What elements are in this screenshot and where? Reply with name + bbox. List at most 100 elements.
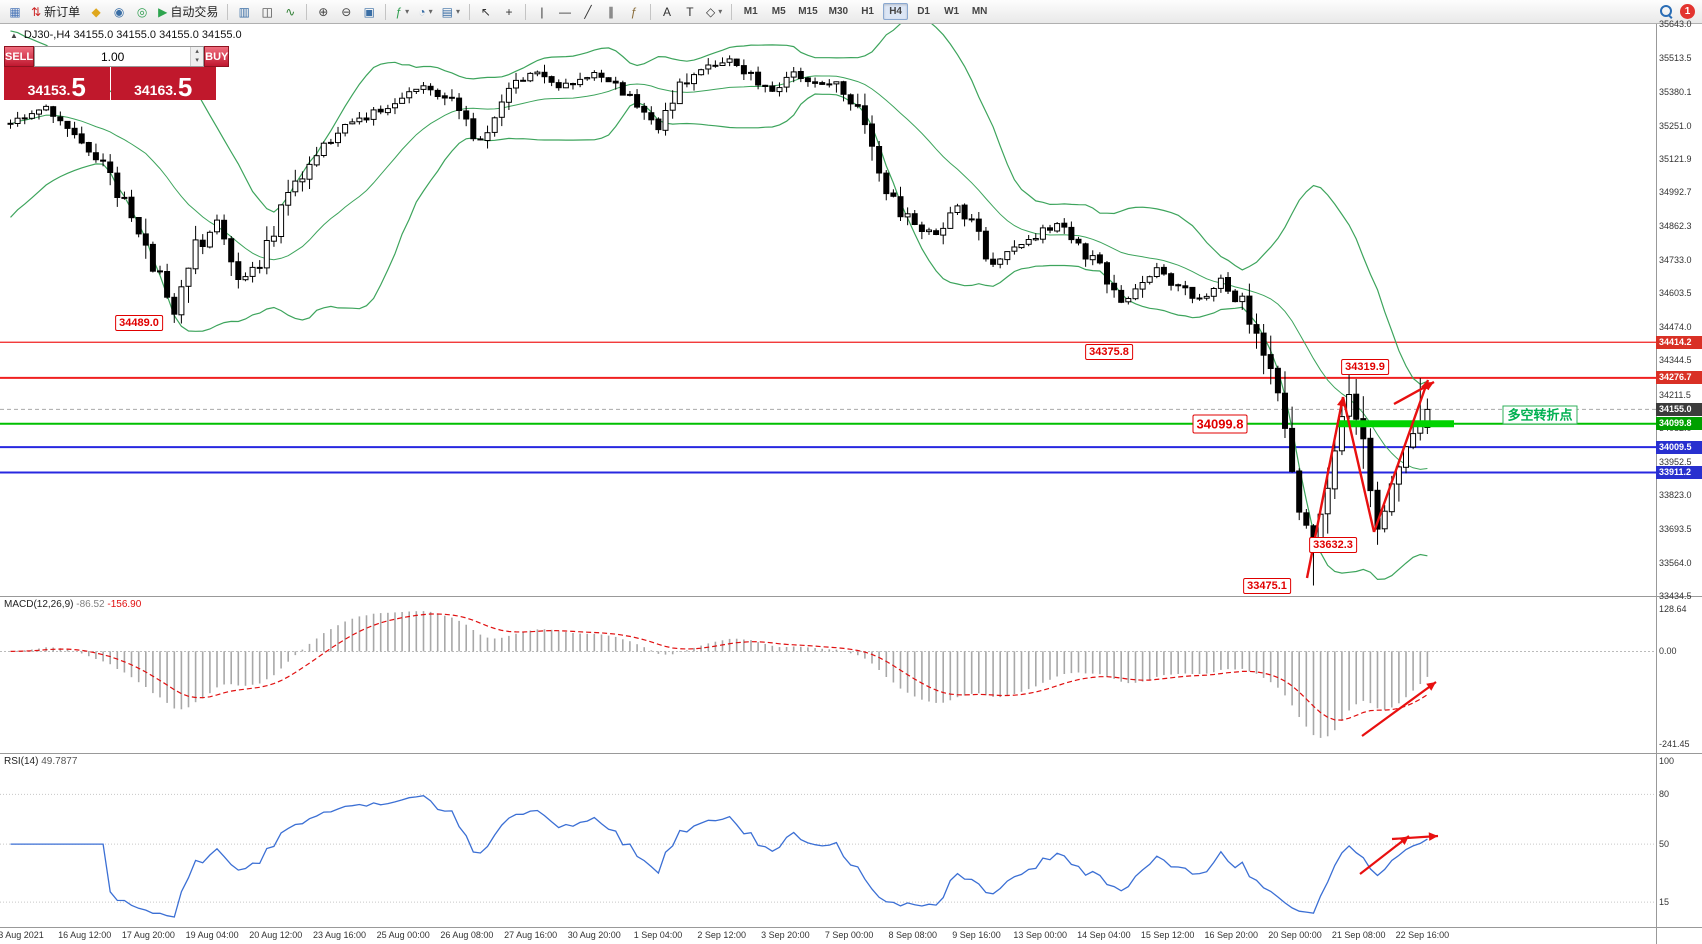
bollinger-bands [10,24,1428,581]
dropdown-caret-icon: ▾ [428,7,433,16]
timeframe-m15-button[interactable]: M15 [798,6,818,17]
rsi-axis-label: 100 [1659,756,1675,767]
new-order-button[interactable]: ⇅ 新订单 [27,2,84,22]
sell-price-display[interactable]: 34153. 5 [4,67,110,100]
rsi-level-lines [0,793,1656,903]
candlestick-chart-icon[interactable]: ◫ [256,2,278,22]
text-icon-glyph: A [662,4,671,19]
price-axis-tick: 33952.5 [1659,456,1692,467]
time-axis[interactable]: 3 Aug 2021 16 Aug 12:00 17 Aug 20:00 19 Aug… [0,927,1656,944]
time-axis-label: 2 Sep 12:00 [697,930,746,940]
price-axis-tick: 34733.0 [1659,254,1692,265]
new-order-glyph: ⇅ [31,4,42,19]
time-axis-label: 26 Aug 08:00 [440,930,494,940]
new-order-button-label: 新订单 [44,5,81,19]
templates-icon[interactable]: ▤ ▾ [438,2,464,22]
toolbar-separator [227,3,229,20]
navigator-icon[interactable]: ◎ [131,2,153,22]
trade-panel-prices: 34153. 5 34163. 5 [4,67,216,100]
timeframe-m5-button[interactable]: M5 [771,6,786,17]
macd-signal-line [10,613,1428,721]
text-icon[interactable]: A [656,2,678,22]
zoom-in-icon[interactable]: ⊕ [312,2,334,22]
auto-trading-button[interactable]: ▶ 自动交易 [154,2,222,22]
cursor-icon[interactable]: ↖ [475,2,497,22]
volume-increase-button[interactable]: ▴ [191,47,204,57]
buy-price-display[interactable]: 34163. 5 [110,67,216,100]
market-watch-icon[interactable]: ◆ [85,2,107,22]
buy-price-main: 34163. [134,82,177,98]
price-axis-tick: 35513.5 [1659,52,1692,63]
sell-price-pip-digit: 5 [71,72,86,102]
chart-window-icon[interactable]: ▦ [4,2,26,22]
equidistant-channel-icon-glyph: ∥ [607,4,614,19]
zoom-in-icon-glyph: ⊕ [318,4,329,19]
volume-decrease-button[interactable]: ▾ [191,56,204,66]
horizontal-line-icon[interactable]: — [554,2,576,22]
toolbar-separator [468,3,470,20]
time-axis-label: 16 Sep 20:00 [1204,930,1259,940]
fibonacci-icon[interactable]: ƒ [623,2,645,22]
rsi-indicator-label: RSI(14) 49.7877 [4,756,77,767]
data-window-icon[interactable]: ◉ [108,2,130,22]
text-label-icon[interactable]: T [679,2,701,22]
bar-chart-icon[interactable]: ▥ [233,2,255,22]
chart-canvas[interactable] [0,24,1702,944]
time-axis-label: 23 Aug 16:00 [312,930,367,940]
time-axis-label: 3 Aug 2021 [0,930,44,940]
price-axis-tick: 34344.5 [1659,355,1692,366]
line-chart-icon[interactable]: ∿ [279,2,301,22]
price-axis[interactable]: 35643.0 35513.5 35380.1 35251.0 35121.9 34992… [1656,19,1702,944]
time-axis-label: 22 Sep 16:00 [1395,930,1450,940]
toolbar-separator [649,3,651,20]
macd-axis-label: -241.45 [1659,739,1690,749]
time-axis-label: 14 Sep 04:00 [1077,930,1131,940]
timeframe-w1-button[interactable]: W1 [944,6,960,17]
timeframe-mn-button[interactable]: MN [971,6,988,17]
auto-trading-button-label: 自动交易 [170,5,219,19]
toolbar-groups: ▦ ⇅ 新订单 ◆ ◉ ◎ ▶ 自动交易 ▥ ◫ ∿ ⊕ ⊖ ▣ ƒ ▾ ◔ ▾ ▤ ▾ ↖ + | — ╱ ∥ ƒ A T ◇ ▾ M1 M5… [4,2,993,22]
auto-trading-glyph: ▶ [158,4,168,19]
crosshair-icon[interactable]: + [498,2,520,22]
time-axis-label: 16 Aug 12:00 [58,930,112,940]
price-axis-level-box: 34009.5 [1656,440,1702,454]
equidistant-channel-icon[interactable]: ∥ [600,2,622,22]
time-axis-label: 20 Sep 00:00 [1268,930,1322,940]
price-axis-level-box: 34155.0 [1656,402,1702,416]
trendline-icon[interactable]: ╱ [577,2,599,22]
rsi-arrows[interactable] [1359,832,1439,875]
macd-arrow[interactable] [1361,681,1437,737]
periods-icon[interactable]: ◔ ▾ [414,2,436,22]
dropdown-caret-icon: ▾ [718,7,723,16]
macd-axis-label: 0.00 [1659,646,1677,657]
search-icon[interactable] [1660,5,1673,18]
sell-button[interactable]: SELL [4,46,35,67]
timeframe-m30-button[interactable]: M30 [828,6,849,17]
price-axis-tick: 35380.1 [1659,87,1692,98]
macd-histogram [16,611,1429,738]
chart-window: ▲ DJ30-,H4 34155.0 34155.0 34155.0 34155… [0,19,1702,944]
trade-panel-controls: SELL ▴ ▾ BUY [4,46,230,67]
timeframe-h4-button[interactable]: H4 [883,3,909,20]
volume-spinner: ▴ ▾ [190,47,204,66]
tile-windows-icon[interactable]: ▣ [358,2,380,22]
indicators-list-icon[interactable]: ƒ ▾ [391,2,413,22]
rsi-axis-label: 50 [1659,839,1670,850]
timeframe-h1-button[interactable]: H1 [861,6,874,17]
timeframe-d1-button[interactable]: D1 [917,6,930,17]
notification-badge[interactable]: 1 [1680,4,1695,19]
volume-input[interactable] [35,47,191,66]
rsi-value: 49.7877 [41,756,78,767]
vertical-line-icon[interactable]: | [531,2,553,22]
horizontal-line-icon-glyph: — [558,4,571,19]
zoom-out-icon[interactable]: ⊖ [335,2,357,22]
buy-button[interactable]: BUY [204,46,230,67]
arrows-shapes-icon[interactable]: ◇ ▾ [702,2,726,22]
price-axis-tick: 33823.0 [1659,490,1692,501]
time-axis-label: 19 Aug 04:00 [185,930,239,940]
bar-chart-icon-glyph: ▥ [238,4,250,19]
timeframe-m1-button[interactable]: M1 [743,6,758,17]
panel-collapse-icon[interactable]: ▲ [10,30,18,40]
time-axis-label: 21 Sep 08:00 [1331,930,1386,940]
price-axis-tick: 34211.5 [1659,389,1691,400]
